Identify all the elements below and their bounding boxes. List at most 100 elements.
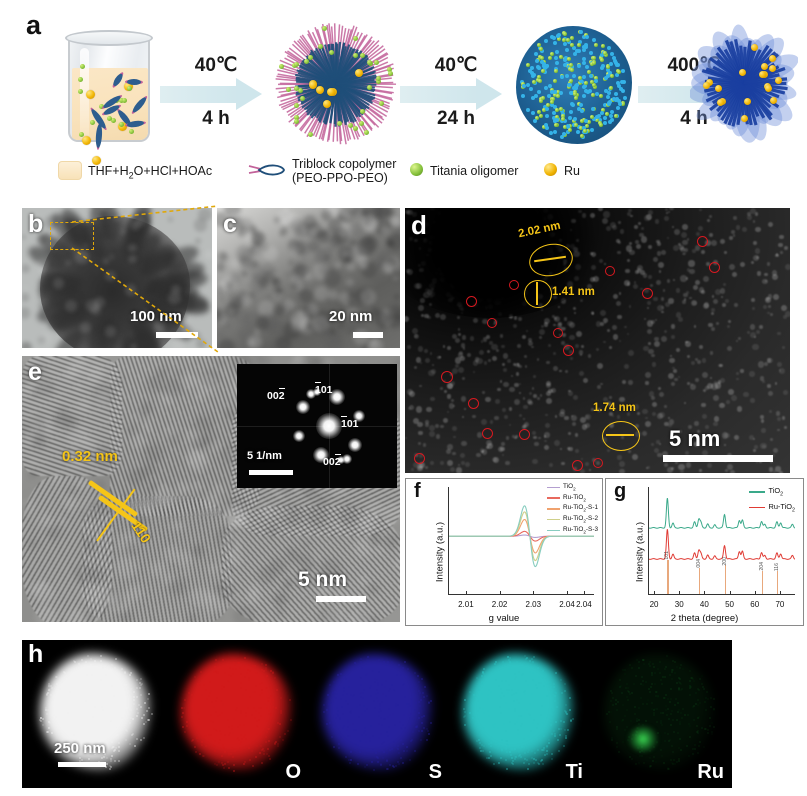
eds-count <box>262 750 265 753</box>
eds-count <box>280 696 283 699</box>
eds-count <box>422 691 425 694</box>
texture-grain <box>752 343 759 350</box>
ru-particle <box>355 69 364 78</box>
micelle-subunit <box>609 113 614 118</box>
titania-oligomer-particle <box>119 97 125 103</box>
texture-grain <box>298 288 314 304</box>
eds-count <box>102 750 105 753</box>
eds-count <box>482 673 485 676</box>
eds-count <box>257 726 260 729</box>
texture-grain <box>675 312 681 318</box>
eds-count <box>558 728 561 731</box>
eds-count <box>531 692 534 695</box>
texture-grain <box>621 379 627 384</box>
texture-grain <box>249 584 261 596</box>
eds-count <box>236 710 239 713</box>
texture-grain <box>32 417 53 438</box>
texture-grain <box>301 574 308 581</box>
texture-grain <box>285 548 293 555</box>
eds-count <box>118 700 121 703</box>
texture-grain <box>224 504 246 526</box>
eds-count <box>392 740 395 743</box>
texture-grain <box>242 257 253 269</box>
texture-grain <box>694 421 700 426</box>
eds-count <box>397 763 400 766</box>
eds-count <box>248 679 251 681</box>
texture-grain <box>686 237 690 241</box>
texture-grain <box>617 314 622 319</box>
texture-grain <box>300 257 307 264</box>
legend-swatch <box>547 529 560 532</box>
texture-grain <box>688 424 693 429</box>
texture-grain <box>646 328 652 334</box>
texture-grain <box>633 284 639 290</box>
eds-count <box>195 726 198 729</box>
eds-count <box>45 694 48 697</box>
panel-e-d-spacing-label: 0.32 nm <box>62 448 118 465</box>
texture-grain <box>252 231 266 245</box>
texture-grain <box>667 372 675 380</box>
texture-grain <box>651 362 656 367</box>
texture-grain <box>780 304 787 311</box>
texture-grain <box>291 295 297 302</box>
texture-grain <box>762 278 768 285</box>
arrow-1-temperature: 40℃ <box>194 55 238 76</box>
micelle-subunit <box>605 74 610 79</box>
ruthenium-map: Ru <box>586 640 732 788</box>
eds-count <box>529 659 532 662</box>
eds-count <box>666 654 669 657</box>
eds-count <box>648 663 651 666</box>
texture-grain <box>231 217 242 228</box>
eds-count <box>109 764 112 767</box>
texture-grain <box>750 297 755 303</box>
texture-grain <box>623 363 630 370</box>
texture-grain <box>760 414 765 419</box>
texture-grain <box>509 386 515 393</box>
eds-count <box>370 685 373 688</box>
texture-grain <box>668 418 675 425</box>
particle-signal <box>604 654 714 770</box>
texture-grain <box>350 244 367 262</box>
texture-grain <box>727 324 731 328</box>
eds-count <box>508 666 511 669</box>
eds-count <box>143 722 146 725</box>
texture-grain <box>491 343 498 350</box>
eds-count <box>403 750 406 753</box>
micelle-subunit <box>552 111 557 116</box>
eds-count <box>238 724 241 727</box>
ru-particle <box>315 86 324 95</box>
micelle-subunit <box>553 55 558 60</box>
texture-grain <box>455 357 462 364</box>
eds-count <box>415 726 418 729</box>
texture-grain <box>699 344 704 350</box>
micelle-subunit <box>584 65 589 70</box>
eds-count <box>74 719 77 722</box>
eds-count <box>493 762 496 765</box>
eds-count <box>347 720 349 723</box>
texture-grain <box>164 376 185 397</box>
eds-count <box>213 665 216 668</box>
eds-count <box>109 758 112 761</box>
eds-count <box>226 718 229 721</box>
eds-count <box>707 732 710 735</box>
texture-grain <box>641 430 648 437</box>
texture-grain <box>714 382 721 389</box>
fft-scalebar <box>249 470 293 475</box>
texture-grain <box>449 467 455 473</box>
texture-grain <box>324 255 330 260</box>
texture-grain <box>373 208 389 220</box>
eds-count <box>637 661 640 663</box>
eds-count <box>184 698 187 701</box>
eds-count <box>124 728 127 731</box>
texture-grain <box>705 240 711 246</box>
eds-count <box>511 762 514 765</box>
eds-count <box>699 678 702 681</box>
eds-count <box>100 659 103 662</box>
eds-count <box>400 726 403 729</box>
eds-count <box>382 756 385 759</box>
x-tick-label: 2.01 <box>458 600 474 609</box>
titania-oligomer-particle <box>352 35 358 41</box>
texture-grain <box>590 408 594 411</box>
eds-count <box>670 713 673 716</box>
eds-count <box>668 767 671 770</box>
